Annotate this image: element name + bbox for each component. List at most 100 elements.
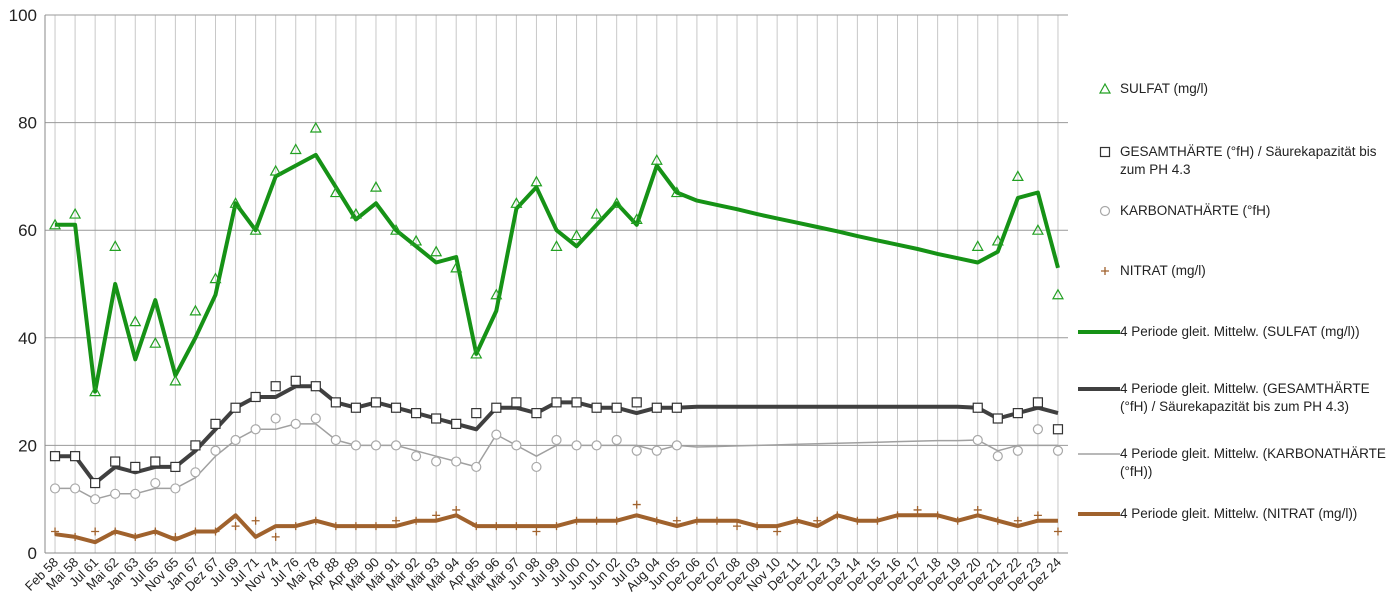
marker <box>773 527 782 536</box>
marker <box>512 522 521 531</box>
marker <box>531 408 542 419</box>
marker <box>49 451 61 462</box>
marker <box>1101 267 1109 275</box>
marker <box>492 522 501 531</box>
marker <box>210 445 221 456</box>
marker <box>310 413 321 424</box>
marker <box>311 516 320 525</box>
marker <box>370 397 382 408</box>
marker <box>392 516 401 525</box>
legend-label: NITRAT (mg/l) <box>1120 263 1206 278</box>
marker <box>190 440 201 451</box>
marker <box>650 154 663 165</box>
marker <box>490 288 503 300</box>
marker <box>531 461 542 473</box>
marker <box>1052 445 1064 456</box>
marker <box>612 516 621 525</box>
legend-label: GESAMTHÄRTE (°fH) / Säurekapazität bis z… <box>1120 144 1377 177</box>
marker <box>49 218 62 230</box>
marker <box>972 434 983 446</box>
marker <box>129 315 142 327</box>
marker <box>170 483 181 494</box>
marker <box>91 527 100 536</box>
marker <box>611 402 622 413</box>
marker <box>349 207 362 219</box>
marker <box>1053 527 1062 536</box>
marker <box>1098 82 1112 94</box>
y-tick-label: 80 <box>18 114 37 133</box>
marker <box>491 429 502 440</box>
marker <box>51 527 60 536</box>
marker <box>410 234 423 246</box>
marker <box>1051 288 1064 300</box>
marker <box>971 240 984 251</box>
marker <box>1011 170 1024 181</box>
marker <box>991 234 1004 246</box>
marker <box>671 440 682 451</box>
marker <box>109 240 122 251</box>
marker <box>211 527 220 536</box>
marker <box>933 511 942 520</box>
marker <box>592 516 601 525</box>
marker <box>611 434 622 446</box>
marker <box>150 477 161 489</box>
marker <box>110 456 121 467</box>
marker <box>590 207 603 219</box>
marker <box>231 522 240 531</box>
marker <box>430 245 443 257</box>
marker <box>71 532 80 541</box>
marker <box>149 336 162 348</box>
marker <box>992 413 1003 424</box>
marker <box>110 488 121 499</box>
marker <box>150 456 161 467</box>
marker <box>431 456 442 467</box>
marker <box>390 402 402 413</box>
marker <box>550 240 563 251</box>
marker <box>289 143 302 155</box>
marker <box>591 402 602 413</box>
marker <box>351 522 360 531</box>
marker <box>510 197 523 208</box>
marker <box>1012 445 1023 456</box>
legend-label: 4 Periode gleit. Mittelw. (KARBONATHÄRTE… <box>1120 446 1386 479</box>
marker <box>471 461 482 473</box>
marker <box>131 532 140 541</box>
marker <box>69 483 81 494</box>
marker <box>350 402 362 413</box>
marker <box>249 223 262 235</box>
marker <box>530 175 543 187</box>
marker <box>229 197 242 208</box>
marker <box>451 418 462 429</box>
marker <box>451 456 462 467</box>
marker <box>350 440 362 451</box>
y-tick-label: 40 <box>18 329 37 348</box>
marker <box>111 527 120 536</box>
marker <box>89 385 102 397</box>
marker <box>130 461 141 473</box>
marker <box>610 197 623 208</box>
marker <box>250 424 261 435</box>
marker <box>370 440 382 451</box>
marker <box>169 374 182 386</box>
marker <box>251 516 260 525</box>
marker <box>591 440 602 451</box>
marker <box>511 397 522 408</box>
marker <box>330 397 341 408</box>
marker <box>833 511 842 520</box>
marker <box>470 347 483 359</box>
marker <box>170 461 181 473</box>
marker <box>652 516 661 525</box>
marker <box>210 418 221 429</box>
marker <box>813 516 822 525</box>
marker <box>90 494 101 505</box>
marker <box>49 483 61 494</box>
marker <box>551 434 562 446</box>
marker <box>412 516 421 525</box>
marker <box>390 440 402 451</box>
marker <box>1013 516 1022 525</box>
marker <box>793 516 802 525</box>
marker <box>671 402 682 413</box>
marker <box>511 440 522 451</box>
marker <box>753 522 762 531</box>
